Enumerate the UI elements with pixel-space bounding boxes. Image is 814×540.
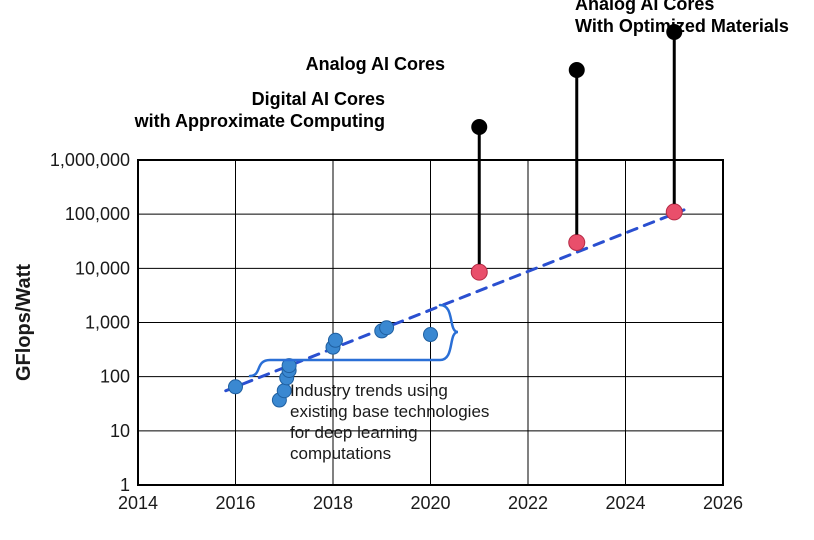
x-tick-label: 2018 (313, 493, 353, 513)
bracket-text: computations (290, 444, 391, 463)
y-tick-label: 1,000 (85, 313, 130, 333)
x-tick-label: 2020 (410, 493, 450, 513)
callout-label-analog-optimized: Analog AI Cores With Optimized Materials (575, 0, 789, 36)
callout-dot-icon (569, 62, 585, 78)
bracket-text: Industry trends using (290, 381, 448, 400)
industry-point (424, 328, 438, 342)
industry-point (380, 321, 394, 335)
x-tick-label: 2014 (118, 493, 158, 513)
callout-text: With Optimized Materials (575, 16, 789, 36)
y-tick-label: 1 (120, 475, 130, 495)
callout-label-analog-cores: Analog AI Cores (306, 54, 445, 74)
y-tick-label: 100,000 (65, 204, 130, 224)
x-tick-label: 2016 (215, 493, 255, 513)
callout-dot-icon (471, 119, 487, 135)
analog-point (666, 204, 682, 220)
bracket-text: for deep learning (290, 423, 418, 442)
y-tick-label: 10,000 (75, 258, 130, 278)
analog-point (471, 264, 487, 280)
bracket-text: existing base technologies (290, 402, 489, 421)
callout-text: Digital AI Cores (252, 89, 385, 109)
y-tick-label: 10 (110, 421, 130, 441)
industry-point (229, 380, 243, 394)
x-tick-label: 2024 (605, 493, 645, 513)
y-axis-label: GFlops/Watt (13, 264, 35, 381)
callout-text: with Approximate Computing (134, 111, 385, 131)
bracket-label: Industry trends using existing base techn… (290, 381, 489, 463)
x-tick-label: 2022 (508, 493, 548, 513)
x-tick-label: 2026 (703, 493, 743, 513)
chart-container: 1 10 100 1,000 10,000 100,000 1,000,000 2014 201… (0, 0, 814, 540)
callout-label-digital-approx: Digital AI Coreswith Approximate Computi… (134, 89, 385, 131)
analog-point (569, 234, 585, 250)
y-tick-label: 1,000,000 (50, 150, 130, 170)
callout-text: Analog AI Cores (575, 0, 714, 14)
callout-text: Analog AI Cores (306, 54, 445, 74)
scatter-chart: 1 10 100 1,000 10,000 100,000 1,000,000 2014 201… (0, 0, 814, 540)
y-tick-label: 100 (100, 367, 130, 387)
industry-point (328, 333, 342, 347)
